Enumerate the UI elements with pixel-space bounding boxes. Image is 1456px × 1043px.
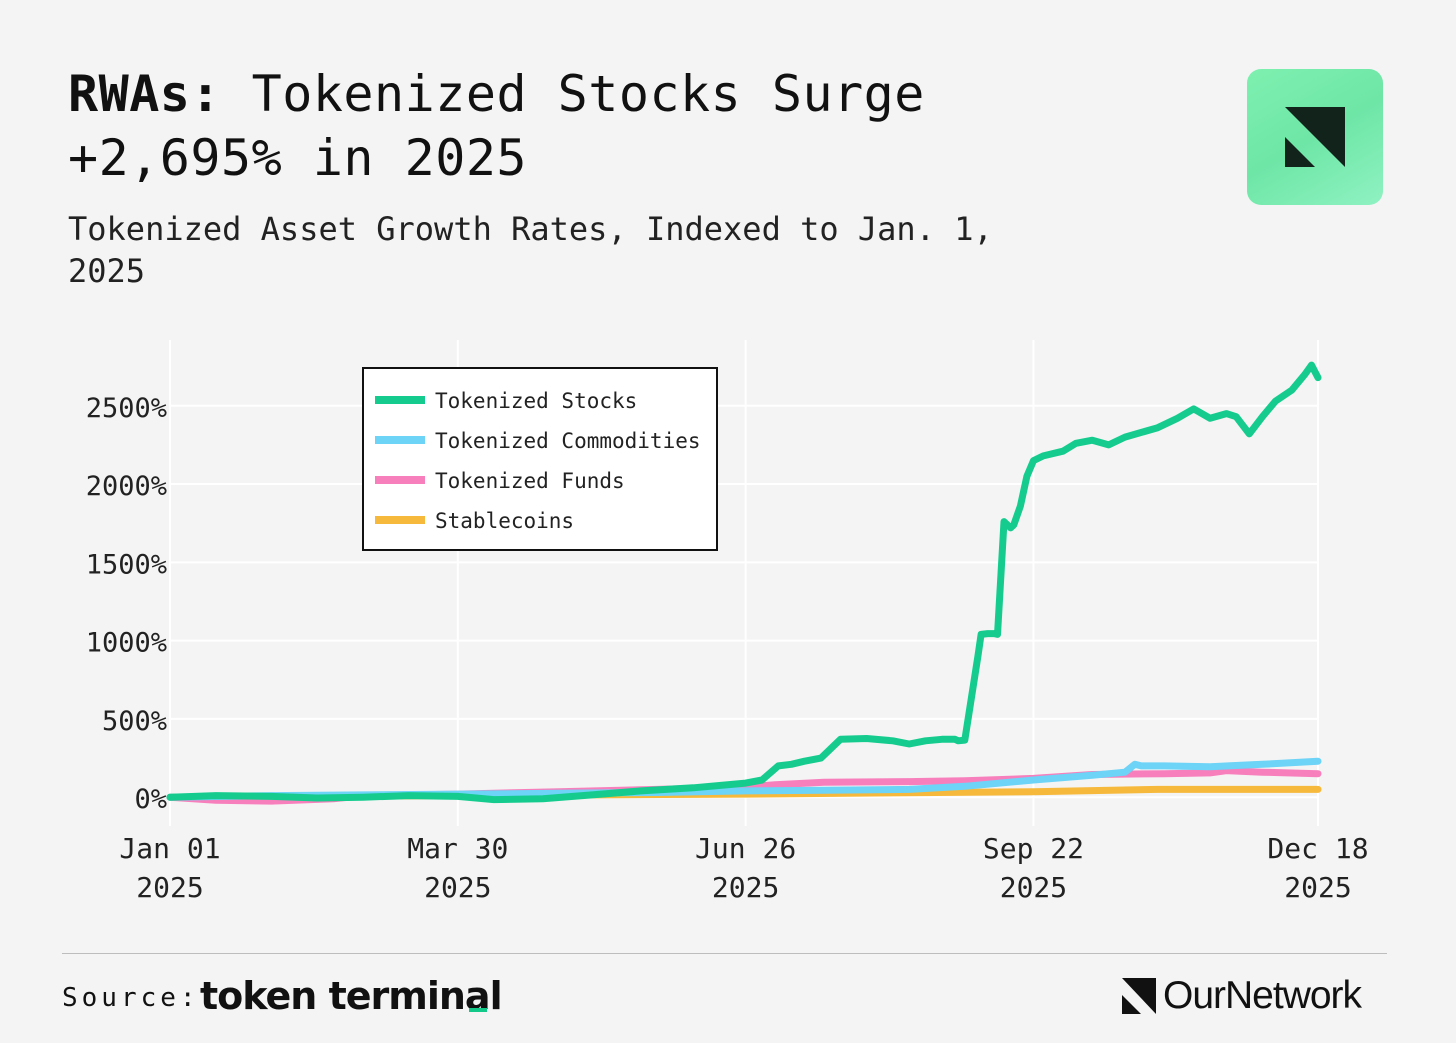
- x-tick-label: Jun 26: [695, 832, 796, 865]
- x-axis-ticks: Jan 01 2025 Mar 30 2025 Jun 26 2025 Sep 22 2025…: [119, 832, 1368, 904]
- source-brand-logo: token terminal: [200, 974, 503, 1018]
- source-label: Source:: [62, 983, 200, 1013]
- legend-label: Tokenized Funds: [435, 469, 625, 493]
- series-line-tokenized-stocks: [166, 361, 1322, 804]
- chart-legend: Tokenized Stocks Tokenized Commodities Tok…: [362, 367, 718, 551]
- source-brand-underscore: [469, 1008, 487, 1012]
- ournetwork-logo-badge: [1247, 69, 1383, 205]
- footer-divider: [62, 953, 1387, 954]
- y-tick-label: 500%: [102, 706, 167, 737]
- x-tick-label: Mar 30: [407, 832, 508, 865]
- y-tick-label: 2500%: [86, 393, 167, 424]
- publisher-name: OurNetwork: [1163, 974, 1362, 1017]
- legend-label: Tokenized Stocks: [435, 389, 637, 413]
- x-tick-year-label: 2025: [424, 871, 491, 904]
- y-tick-label: 2000%: [86, 471, 167, 502]
- line-chart: 0% 500% 1000% 1500% 2000% 2500% Jan 01 2025 Mar…: [86, 340, 1369, 904]
- y-axis-ticks: 0% 500% 1000% 1500% 2000% 2500%: [86, 393, 167, 815]
- y-tick-label: 1000%: [86, 628, 167, 659]
- chart-grid: [169, 340, 1319, 826]
- chart-title-rest: Tokenized Stocks Surge +2,695% in 2025: [68, 65, 925, 187]
- x-tick-label: Dec 18: [1267, 832, 1368, 865]
- x-tick-label: Jan 01: [119, 832, 220, 865]
- x-tick-year-label: 2025: [1284, 871, 1351, 904]
- legend-label: Stablecoins: [435, 509, 574, 533]
- ournetwork-mark-icon: [1122, 978, 1156, 1014]
- x-tick-year-label: 2025: [712, 871, 779, 904]
- chart-subtitle: Tokenized Asset Growth Rates, Indexed to…: [68, 210, 993, 290]
- legend-label: Tokenized Commodities: [435, 429, 701, 453]
- chart-title-bold: RWAs:: [68, 65, 222, 123]
- chart-title: RWAs: Tokenized Stocks Surge +2,695% in …: [68, 62, 1148, 190]
- x-tick-year-label: 2025: [1000, 871, 1067, 904]
- ournetwork-logo-icon: [1285, 107, 1345, 167]
- x-tick-label: Sep 22: [983, 832, 1084, 865]
- y-tick-label: 1500%: [86, 549, 167, 580]
- y-tick-label: 0%: [134, 784, 167, 815]
- x-tick-year-label: 2025: [136, 871, 203, 904]
- chart-series: [166, 361, 1322, 805]
